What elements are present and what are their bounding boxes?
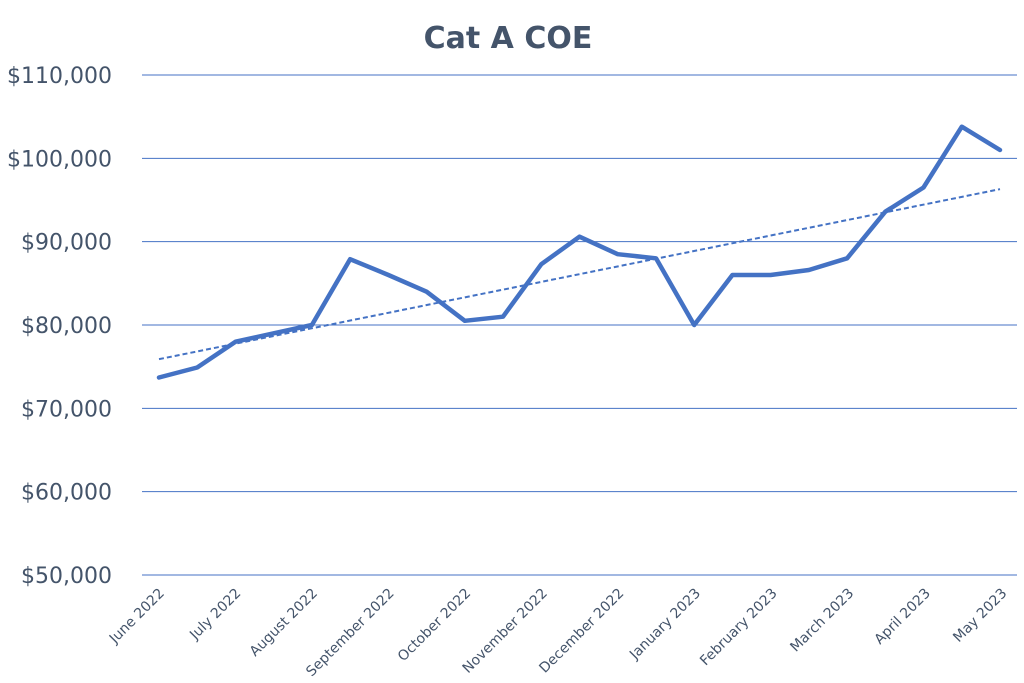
x-tick-label: January 2023 (626, 586, 704, 664)
y-tick-label: $70,000 (21, 397, 112, 422)
trendline (158, 188, 1001, 361)
y-axis-ticks: $50,000 $60,000 $70,000 $80,000 $90,000 $100,… (7, 64, 112, 589)
y-tick-label: $110,000 (7, 64, 112, 89)
y-tick-label: $80,000 (21, 314, 112, 339)
x-tick-label: August 2022 (247, 586, 321, 660)
x-tick-label: April 2023 (872, 586, 934, 648)
x-tick-label: March 2023 (787, 586, 857, 656)
gridlines (142, 74, 1017, 576)
chart-title: Cat A COE (424, 21, 593, 56)
x-tick-label: February 2023 (697, 586, 781, 670)
x-tick-label: June 2022 (106, 586, 168, 648)
x-tick-label: October 2022 (395, 586, 474, 665)
y-tick-label: $100,000 (7, 147, 112, 172)
x-tick-label: December 2022 (536, 586, 627, 677)
series-group (156, 124, 1003, 380)
x-tick-label: May 2023 (950, 586, 1010, 646)
y-tick-label: $90,000 (21, 231, 112, 256)
y-tick-label: $60,000 (21, 481, 112, 506)
x-tick-label: November 2022 (460, 586, 551, 677)
x-tick-label: July 2022 (186, 586, 244, 644)
y-tick-label: $50,000 (21, 564, 112, 589)
series-line (156, 124, 1003, 380)
